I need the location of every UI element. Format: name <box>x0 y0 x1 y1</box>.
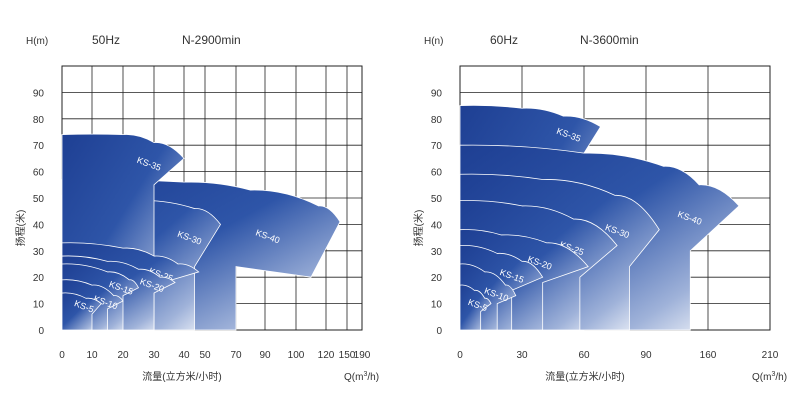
chart-panel-0: 0 10 20 30 40 50 60 70 80 90 0 10 20 30 40 50 70 90 100 120… <box>14 33 379 383</box>
chart-panel-1: 0 10 20 30 40 50 60 70 80 90 0 30 60 90 160 210 H(n) 60Hz… <box>412 33 787 383</box>
y-tick-label: 30 <box>33 247 45 258</box>
x-axis-label: 流量(立方米/小时) <box>142 370 221 383</box>
x-tick-label: 150 <box>339 350 356 361</box>
y-tick-label: 60 <box>431 168 443 179</box>
y-axis-label: 扬程(米) <box>412 210 425 247</box>
x-tick-label: 90 <box>259 350 271 361</box>
y-tick-label: 0 <box>436 326 442 337</box>
y-tick-label: 50 <box>33 194 45 205</box>
y-tick-label: 10 <box>431 300 443 311</box>
x-unit-base: Q(m <box>752 372 771 383</box>
x-tick-label: 210 <box>762 350 779 361</box>
x-tick-label: 90 <box>640 350 652 361</box>
x-tick-label: 30 <box>148 350 160 361</box>
y-tick-label: 80 <box>33 115 45 126</box>
x-axis-label: 流量(立方米/小时) <box>545 370 624 383</box>
x-tick-label: 30 <box>516 350 528 361</box>
x-unit-tail: /h) <box>775 372 787 383</box>
x-unit-label: Q(m3/h) <box>344 371 379 383</box>
y-unit-label: H(n) <box>424 36 443 47</box>
speed-label: N-3600min <box>580 33 639 47</box>
x-tick-label: 70 <box>230 350 242 361</box>
speed-label: N-2900min <box>182 33 241 47</box>
band-ks-5 <box>61 292 102 331</box>
x-unit-tail: /h) <box>367 372 379 383</box>
y-tick-label: 70 <box>431 141 443 152</box>
x-tick-label: 10 <box>86 350 98 361</box>
y-tick-label: 80 <box>431 115 443 126</box>
x-tick-label: 40 <box>178 350 190 361</box>
x-tick-label: 160 <box>700 350 717 361</box>
y-tick-label: 40 <box>431 220 443 231</box>
x-tick-label: 50 <box>199 350 211 361</box>
y-tick-label: 90 <box>431 88 443 99</box>
x-tick-label: 0 <box>59 350 65 361</box>
x-unit-sup: 3 <box>771 371 775 378</box>
y-unit-label: H(m) <box>26 36 48 47</box>
y-tick-label: 20 <box>33 273 45 284</box>
y-tick-label: 20 <box>431 273 443 284</box>
y-axis-label: 扬程(米) <box>14 210 27 247</box>
y-tick-label: 40 <box>33 220 45 231</box>
y-tick-label: 30 <box>431 247 443 258</box>
x-unit-base: Q(m <box>344 372 363 383</box>
frequency-label: 60Hz <box>490 33 518 47</box>
x-tick-label: 20 <box>117 350 129 361</box>
x-tick-label: 60 <box>578 350 590 361</box>
y-tick-label: 70 <box>33 141 45 152</box>
x-tick-label: 120 <box>318 350 335 361</box>
x-unit-label: Q(m3/h) <box>752 371 787 383</box>
y-tick-label: 90 <box>33 88 45 99</box>
band-ks-5 <box>459 284 492 331</box>
frequency-label: 50Hz <box>92 33 120 47</box>
y-tick-label: 0 <box>38 326 44 337</box>
y-tick-label: 50 <box>431 194 443 205</box>
x-tick-label: 100 <box>288 350 305 361</box>
y-tick-label: 10 <box>33 300 45 311</box>
y-tick-label: 60 <box>33 168 45 179</box>
x-tick-label: 0 <box>457 350 463 361</box>
x-unit-sup: 3 <box>363 371 367 378</box>
x-tick-label: 190 <box>354 350 371 361</box>
